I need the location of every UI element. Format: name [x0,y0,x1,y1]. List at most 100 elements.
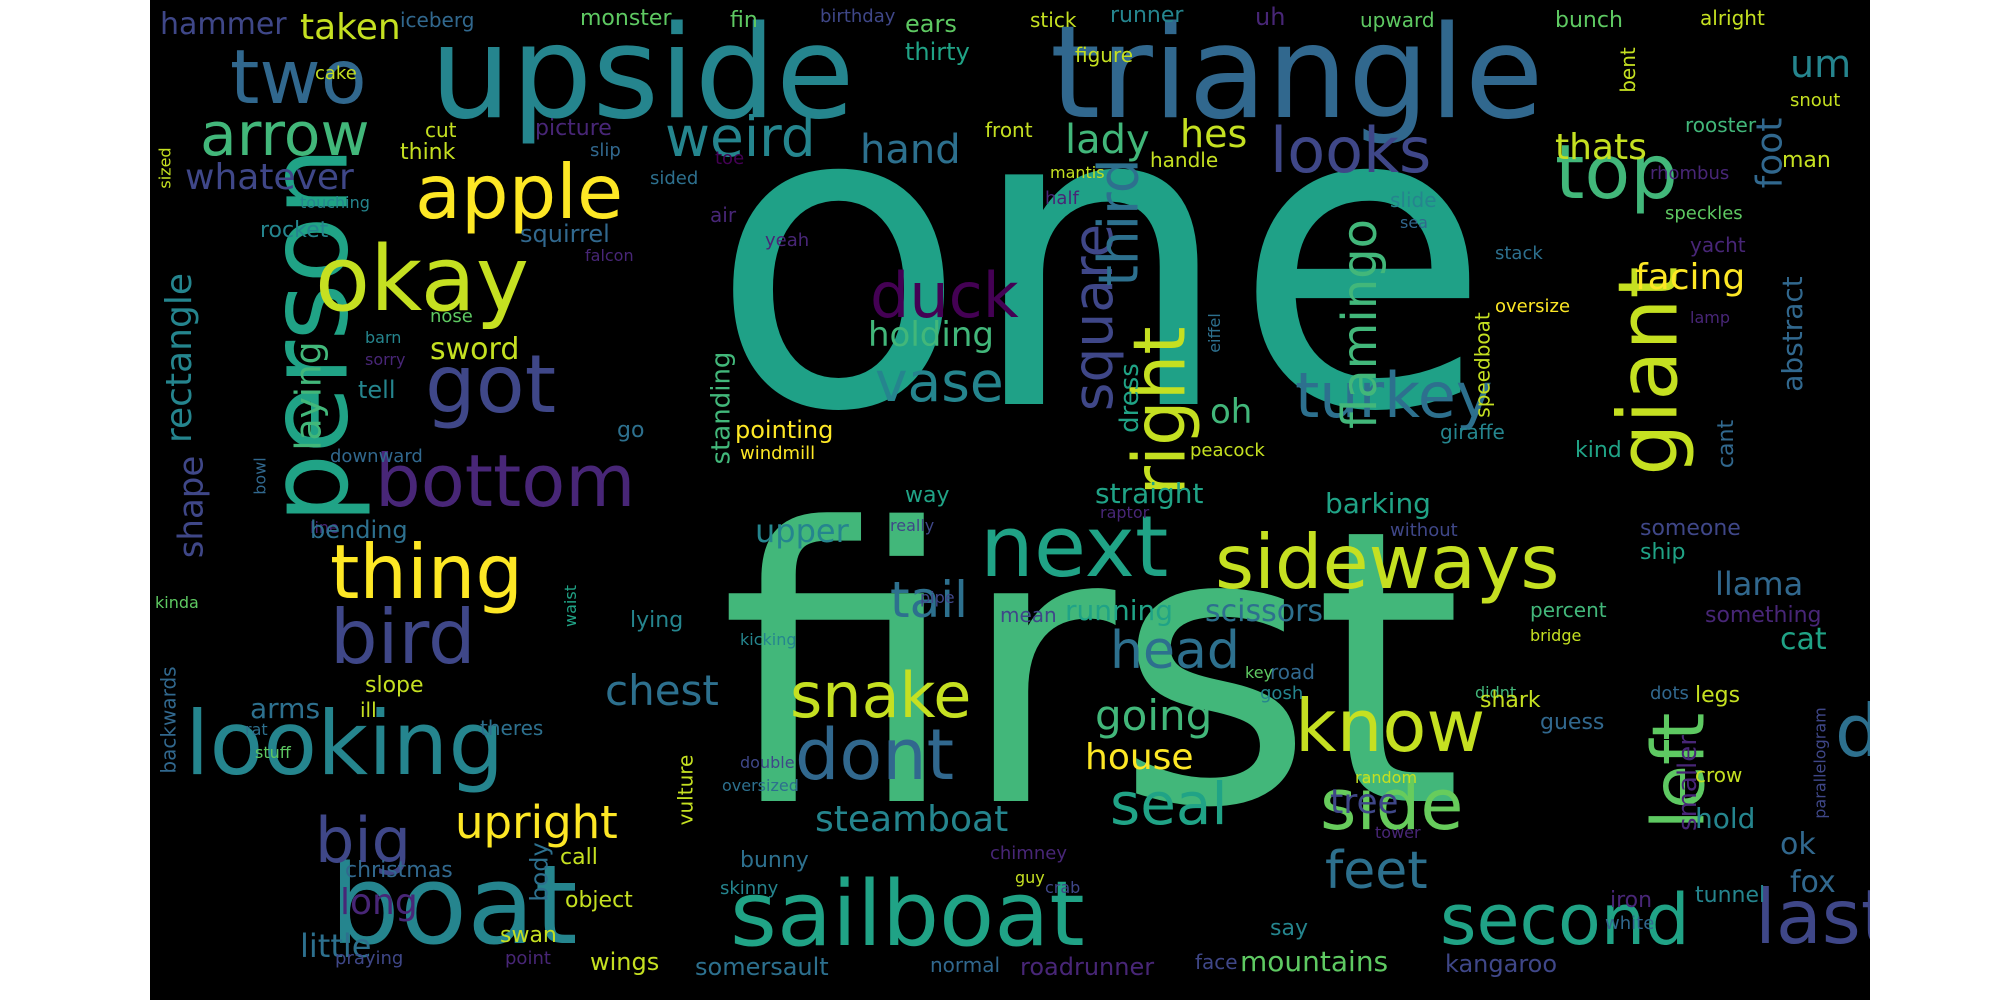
word-ship: ship [1640,540,1686,565]
word-scissors: scissors [1205,594,1324,629]
word-top: top [1555,128,1678,216]
word-figure: figure [1075,43,1134,67]
word-giraffe: giraffe [1440,420,1505,444]
word-llama: llama [1715,565,1804,603]
word-laying: laying [288,341,330,451]
word-bending: bending [310,516,408,544]
word-taken: taken [300,7,401,48]
word-lamp: lamp [1690,308,1730,327]
word-half: half [1045,188,1079,209]
word-little: little [300,927,372,965]
word-sided: sided [650,168,699,189]
word-second: second [1440,879,1690,961]
word-speedboat: speedboat [1470,312,1495,418]
word-steamboat: steamboat [815,799,1009,840]
word-um: um [1790,42,1852,86]
word-vulture: vulture [673,754,698,826]
word-looks: looks [1270,114,1432,187]
word-one: one [710,15,1492,504]
word-call: call [560,845,598,870]
word-line: line [310,518,339,537]
word-gosh: gosh [1260,683,1304,704]
word-ears: ears [905,10,957,38]
word-iceberg: iceberg [400,8,475,32]
word-picture: picture [535,116,612,141]
word-handle: handle [1150,148,1219,172]
word-nose: nose [430,306,473,327]
word-lying: lying [630,608,684,633]
word-cake: cake [315,63,357,84]
word-know: know [1295,684,1486,768]
word-uh: uh [1255,3,1286,31]
word-stack: stack [1495,243,1543,264]
word-got: got [425,338,557,431]
word-percent: percent [1530,598,1607,622]
word-skinny: skinny [720,878,779,899]
word-barking: barking [1325,487,1431,520]
word-guy: guy [1015,868,1045,887]
word-yacht: yacht [1690,233,1746,257]
word-sailboat: sailboat [730,862,1085,967]
word-stick: stick [1030,8,1077,32]
word-tail: tail [890,571,969,629]
word-sideways: sideways [1215,518,1560,606]
word-man: man [1782,148,1831,173]
word-arms: arms [250,692,321,725]
word-last: last [1755,873,1870,961]
word-whatever: whatever [185,157,354,198]
word-kinda: kinda [155,593,199,612]
word-front: front [985,118,1033,142]
word-mountains: mountains [1240,945,1389,978]
word-raptor: raptor [1100,503,1150,522]
word-weird: weird [665,105,816,169]
word-road: road [1270,660,1315,684]
word-cloud: one first upside triangle person boat sa… [150,0,1870,1000]
word-upright: upright [455,796,618,849]
word-bent: bent [1615,47,1640,93]
word-monster: monster [580,6,672,31]
word-face: face [1195,950,1238,974]
word-cut: cut [425,118,457,142]
word-tower: tower [1375,823,1421,842]
word-hold: hold [1695,802,1756,835]
word-without: without [1390,520,1458,541]
word-duck: duck [870,259,1019,332]
word-backwards: backwards [156,666,181,774]
word-swan: swan [500,923,557,948]
word-feet: feet [1325,841,1428,901]
word-fin: fin [730,8,758,33]
word-object: object [565,888,633,913]
word-roadrunner: roadrunner [1020,953,1155,981]
word-someone: someone [1640,516,1741,541]
word-sea: sea [1400,213,1428,232]
word-dont: dont [795,714,955,796]
word-abstract: abstract [1775,276,1809,392]
word-toe: toe [715,148,745,169]
word-white: white [1605,913,1655,934]
word-thats: thats [1555,127,1647,168]
word-slide: slide [1390,188,1437,212]
word-think: think [400,140,456,165]
word-snake: snake [790,659,972,732]
word-seal: seal [1110,770,1228,838]
word-first: first [720,448,1463,891]
word-wings: wings [590,948,660,976]
word-chimney: chimney [990,843,1067,864]
word-cant: cant [1714,419,1740,469]
word-house: house [1085,737,1194,778]
word-rocket: rocket [260,218,329,243]
word-long: long [340,882,418,923]
word-rooster: rooster [1685,113,1757,137]
word-hand: hand [860,127,961,173]
word-kicking: kicking [740,630,797,649]
word-air: air [710,203,737,227]
word-hammer: hammer [160,7,287,42]
word-eiffel: eiffel [1204,313,1224,353]
word-iron: iron [1610,888,1653,913]
word-something: something [1705,603,1822,628]
word-shape: shape [171,455,212,559]
word-bowl: bowl [250,457,270,495]
word-normal: normal [930,953,1001,977]
word-dots: dots [1650,683,1689,704]
word-speckles: speckles [1665,203,1743,224]
